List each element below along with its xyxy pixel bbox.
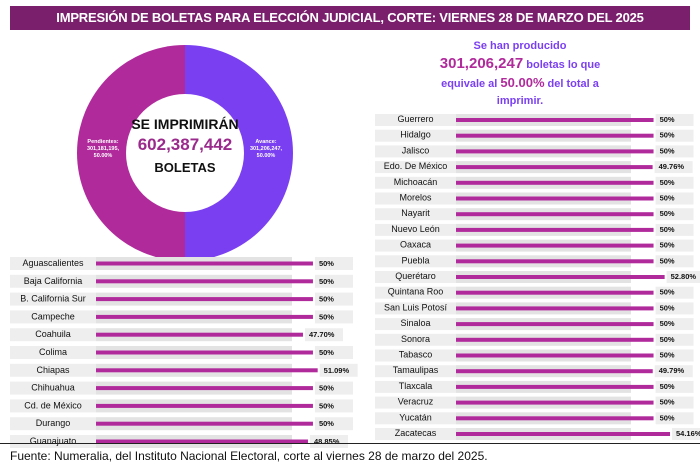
donut-chart: SE IMPRIMIRÁN 602,387,442 BOLETAS Pendie… <box>77 45 293 261</box>
left-category-campeche: Campeche <box>31 311 75 321</box>
left-label-box-chiapas <box>10 363 96 377</box>
slice-label-pendientes-value: 301,181,195, <box>87 146 120 152</box>
slice-label-avance-name: Avance: <box>255 139 276 145</box>
left-value-box-cd-de-mexico <box>314 399 353 413</box>
summary-box: Se han producido 301,206,247 boletas lo … <box>390 38 650 110</box>
left-category-chiapas: Chiapas <box>36 365 70 375</box>
left-bar-colima <box>96 350 313 355</box>
left-value-chiapas: 51.09% <box>324 366 350 375</box>
summary-produced: 301,206,247 <box>439 55 524 72</box>
left-value-campeche: 50% <box>319 312 334 321</box>
left-label-box-aguascalientes <box>10 257 96 270</box>
left-bar-baja-california <box>96 279 313 284</box>
summary-line1: Se han producido <box>473 40 567 52</box>
left-value-box-chihuahua <box>314 381 353 395</box>
left-category-cd-de-mexico: Cd. de México <box>24 400 82 410</box>
left-category-coahuila: Coahuila <box>35 329 71 339</box>
donut-hole <box>126 94 244 212</box>
left-value-baja-california: 50% <box>319 277 334 286</box>
summary-line4: imprimir. <box>496 95 544 107</box>
summary-line3-post: del total a <box>544 78 599 90</box>
left-bar-cd-de-mexico <box>96 403 313 408</box>
left-bar-coahuila <box>96 332 303 337</box>
left-value-box-durango <box>314 417 353 431</box>
left-bar-durango <box>96 421 313 426</box>
left-label-box-baja-california <box>10 274 96 288</box>
left-value-box-guanajuato <box>309 435 348 448</box>
left-value-cd-de-mexico: 50% <box>319 401 334 410</box>
left-category-b-california-sur: B. California Sur <box>20 294 86 304</box>
left-value-box-coahuila <box>304 328 343 342</box>
left-value-guanajuato: 48.85% <box>314 437 340 446</box>
left-label-box-campeche <box>10 310 96 324</box>
left-category-durango: Durango <box>36 418 71 428</box>
summary-line3-pre: equivale al <box>441 78 501 90</box>
left-value-colima: 50% <box>319 348 334 357</box>
left-value-box-campeche <box>314 310 353 324</box>
left-label-box-coahuila <box>10 328 96 342</box>
left-label-box-durango <box>10 417 96 431</box>
left-label-box-chihuahua <box>10 381 96 395</box>
slice-label-avance-value: 301,206,247, <box>250 146 283 152</box>
slice-label-pendientes-percent: 50.00% <box>94 153 113 159</box>
left-category-baja-california: Baja California <box>24 276 83 286</box>
page-title: IMPRESIÓN DE BOLETAS PARA ELECCIÓN JUDIC… <box>10 6 690 30</box>
summary-line2-rest: boletas lo que <box>523 59 601 71</box>
left-value-b-california-sur: 50% <box>319 295 334 304</box>
center-line3: BOLETAS <box>154 160 215 175</box>
left-value-box-b-california-sur <box>314 292 353 306</box>
left-bar-aguascalientes <box>96 261 313 266</box>
left-category-chihuahua: Chihuahua <box>31 383 75 393</box>
left-category-aguascalientes: Aguascalientes <box>22 258 84 268</box>
left-value-chihuahua: 50% <box>319 384 334 393</box>
left-bar-chiapas <box>96 368 318 373</box>
center-line1: SE IMPRIMIRÁN <box>131 116 238 132</box>
center-total: 602,387,442 <box>138 135 233 154</box>
left-value-coahuila: 47.70% <box>309 330 335 339</box>
slice-label-pendientes-name: Pendientes: <box>87 139 118 145</box>
left-label-box-guanajuato <box>10 435 96 448</box>
left-label-box-colima <box>10 346 96 359</box>
left-category-colima: Colima <box>39 347 67 357</box>
left-bar-chihuahua <box>96 386 313 391</box>
left-value-box-colima <box>314 346 353 359</box>
left-value-aguascalientes: 50% <box>319 259 334 268</box>
summary-line3: equivale al 50.00% del total a <box>390 74 650 93</box>
left-bar-campeche <box>96 314 313 319</box>
left-category-guanajuato: Guanajuato <box>30 436 77 446</box>
footer-divider <box>0 443 700 444</box>
left-label-box-cd-de-mexico <box>10 399 96 413</box>
left-bar-b-california-sur <box>96 297 313 302</box>
left-value-box-baja-california <box>314 274 353 288</box>
left-label-box-b-california-sur <box>10 292 96 306</box>
summary-percent: 50.00% <box>500 75 545 90</box>
left-value-box-aguascalientes <box>314 257 353 270</box>
source-note: Fuente: Numeralia, del Instituto Naciona… <box>10 449 488 463</box>
left-bar-guanajuato <box>96 439 308 444</box>
slice-label-avance-percent: 50.00% <box>257 153 276 159</box>
summary-line2: 301,206,247 boletas lo que <box>390 55 650 74</box>
left-value-durango: 50% <box>319 419 334 428</box>
left-value-box-chiapas <box>319 363 358 377</box>
